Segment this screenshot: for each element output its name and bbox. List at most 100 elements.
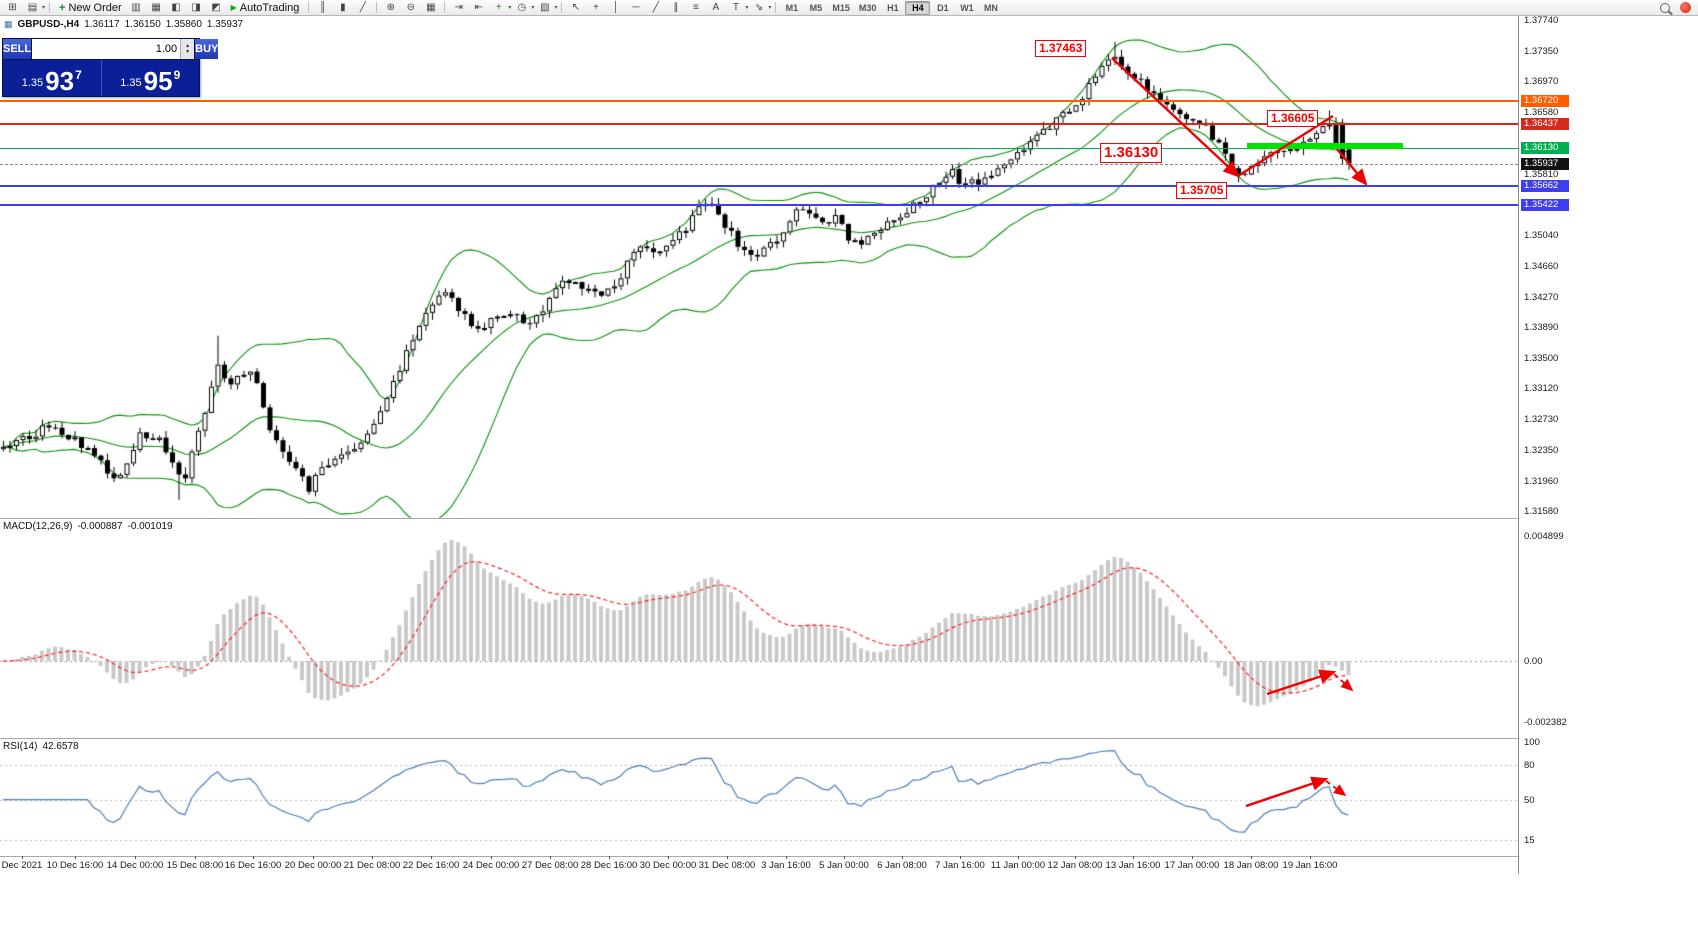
templates-dropdown[interactable]: ▾ <box>554 5 558 11</box>
timeframe-m5-button[interactable]: M5 <box>809 2 823 13</box>
level-badge-orange: 1.36720 <box>1521 95 1569 108</box>
current-price-badge: 1.35937 <box>1521 157 1569 170</box>
strategy-tester-icon[interactable]: ◩ <box>211 1 221 13</box>
timeframe-d1-button[interactable]: D1 <box>937 2 949 13</box>
resistance-line-orange[interactable] <box>0 100 1518 103</box>
new-chart-icon[interactable]: ⊞ <box>8 1 17 13</box>
timeframe-m15-button[interactable]: M15 <box>832 2 850 13</box>
macd-value-main: -0.000887 <box>77 521 123 532</box>
timeframe-h4-button[interactable]: H4 <box>905 0 931 15</box>
support-line-green[interactable] <box>0 147 1518 149</box>
macd-value-signal: -0.001019 <box>127 521 173 532</box>
highlighted-resistance-zone[interactable] <box>1247 142 1403 149</box>
autotrading-button[interactable]: ▶ AutoTrading <box>226 1 305 15</box>
toolbar-draw-group: ↖ + │ ─ ╱ ∥ ≡ A T ▾ ⇘ ▾ <box>566 1 772 15</box>
support-line-blue-1[interactable] <box>0 184 1518 187</box>
time-axis-label: 7 Jan 16:00 <box>935 860 985 871</box>
time-axis-label: 10 Dec 16:00 <box>46 860 104 871</box>
resistance-line-red[interactable] <box>0 122 1518 125</box>
zoom-out-icon[interactable]: ⊖ <box>406 1 416 13</box>
toolbar-tools-group: ⇥ ⇤ + ▾ ◷ ▾ ▧ ▾ <box>449 1 558 15</box>
volume-input[interactable] <box>32 39 181 59</box>
rsi-axis-label: 80 <box>1524 760 1535 772</box>
toolbar-panels-group: ▥ ▦ ◧ ◨ ◩ <box>127 1 226 15</box>
horizontal-line-icon[interactable]: ─ <box>632 1 640 13</box>
profiles-icon[interactable]: ▤ <box>27 1 38 13</box>
price-axis-label: 1.37740 <box>1524 15 1559 26</box>
timeframe-mn-button[interactable]: MN <box>983 2 998 13</box>
vertical-line-icon[interactable]: │ <box>612 1 619 13</box>
price-axis[interactable]: 1.37740 1.37350 1.36970 1.36580 1.35810 1.350… <box>1519 15 1589 874</box>
toolbar-separator <box>308 2 310 13</box>
buy-price-display[interactable]: 1.35 95 9 <box>102 60 200 96</box>
channel-icon[interactable]: ∥ <box>673 1 679 13</box>
time-axis[interactable]: Dec 2021 10 Dec 16:00 14 Dec 00:00 15 Dec 0… <box>0 856 1518 874</box>
panel-separator-macd[interactable] <box>0 518 1584 519</box>
price-axis-label: 1.31960 <box>1524 475 1559 487</box>
price-axis-label: 1.33890 <box>1524 321 1559 333</box>
periods-dropdown[interactable]: ▾ <box>531 5 535 11</box>
bar-chart-icon[interactable]: ║ <box>319 1 327 13</box>
time-axis-tick <box>431 856 432 859</box>
data-window-icon[interactable]: ▦ <box>151 1 161 13</box>
annotation-price-label[interactable]: 1.36605 <box>1267 110 1319 127</box>
label-dropdown[interactable]: ▾ <box>745 5 749 11</box>
cursor-icon[interactable]: ↖ <box>571 1 581 13</box>
annotation-price-label[interactable]: 1.36130 <box>1100 143 1163 163</box>
timeframe-h1-button[interactable]: H1 <box>887 2 899 13</box>
crosshair-icon[interactable]: + <box>592 1 599 13</box>
timeframe-m1-button[interactable]: M1 <box>785 2 799 13</box>
trend-arrow[interactable] <box>1325 780 1347 797</box>
trendline-icon[interactable]: ╱ <box>652 1 659 13</box>
auto-scroll-icon[interactable]: ⇥ <box>454 1 464 13</box>
templates-icon[interactable]: ▧ <box>540 1 550 13</box>
line-chart-icon[interactable]: ╱ <box>359 1 366 13</box>
trend-arrow[interactable] <box>1266 669 1337 696</box>
profiles-dropdown[interactable]: ▾ <box>42 5 46 11</box>
support-line-blue-2[interactable] <box>0 203 1518 206</box>
trend-arrow[interactable] <box>1245 776 1329 808</box>
indicators-icon[interactable]: + <box>495 1 502 13</box>
search-icon[interactable] <box>1660 2 1670 13</box>
periods-icon[interactable]: ◷ <box>517 1 527 13</box>
timeframe-w1-button[interactable]: W1 <box>960 2 974 13</box>
text-icon[interactable]: A <box>712 1 720 13</box>
sell-price-display[interactable]: 1.35 93 7 <box>3 60 101 96</box>
time-axis-label: 28 Dec 16:00 <box>580 860 638 871</box>
time-axis-label: 14 Dec 00:00 <box>106 860 164 871</box>
label-icon[interactable]: T <box>732 1 739 13</box>
timeframe-m30-button[interactable]: M30 <box>858 2 877 13</box>
chart-symbol-label: GBPUSD-,H4 <box>17 19 80 30</box>
time-axis-label: 17 Jan 00:00 <box>1164 860 1220 871</box>
trend-arrow[interactable] <box>1111 57 1240 178</box>
candlestick-chart-icon[interactable]: ▮ <box>340 1 346 13</box>
market-watch-icon[interactable]: ▥ <box>131 1 141 13</box>
annotation-price-label[interactable]: 1.35705 <box>1176 182 1228 199</box>
fibonacci-icon[interactable]: ≡ <box>692 1 699 13</box>
trend-arrow[interactable] <box>1333 673 1354 692</box>
level-badge-blue-2: 1.35422 <box>1521 198 1569 211</box>
zoom-in-icon[interactable]: ⊕ <box>386 1 396 13</box>
macd-axis-label: -0.002382 <box>1524 716 1567 728</box>
current-price-line[interactable] <box>0 163 1518 165</box>
navigator-icon[interactable]: ◧ <box>171 1 181 13</box>
annotation-price-label[interactable]: 1.37463 <box>1035 40 1087 57</box>
time-axis-tick <box>727 856 728 859</box>
arrows-dropdown[interactable]: ▾ <box>768 5 772 11</box>
chart-shift-icon[interactable]: ⇤ <box>474 1 484 13</box>
terminal-icon[interactable]: ◨ <box>191 1 201 13</box>
macd-indicator-label: MACD(12,26,9) -0.000887 -0.001019 <box>3 521 173 532</box>
buy-button[interactable]: BUY <box>194 39 219 59</box>
indicators-dropdown[interactable]: ▾ <box>508 5 512 11</box>
tile-windows-icon[interactable]: ▦ <box>426 1 436 13</box>
arrows-icon[interactable]: ⇘ <box>754 1 764 13</box>
new-order-button[interactable]: + New Order <box>54 1 127 15</box>
community-icon[interactable] <box>1680 2 1691 13</box>
volume-up-button[interactable]: ▴ <box>186 43 190 49</box>
panel-separator-rsi[interactable] <box>0 738 1584 739</box>
price-axis-label: 1.36580 <box>1524 107 1559 119</box>
sell-button[interactable]: SELL <box>3 39 33 59</box>
volume-down-button[interactable]: ▾ <box>186 49 190 55</box>
time-axis-label: 18 Jan 08:00 <box>1223 860 1279 871</box>
trend-arrow[interactable] <box>1336 148 1368 186</box>
